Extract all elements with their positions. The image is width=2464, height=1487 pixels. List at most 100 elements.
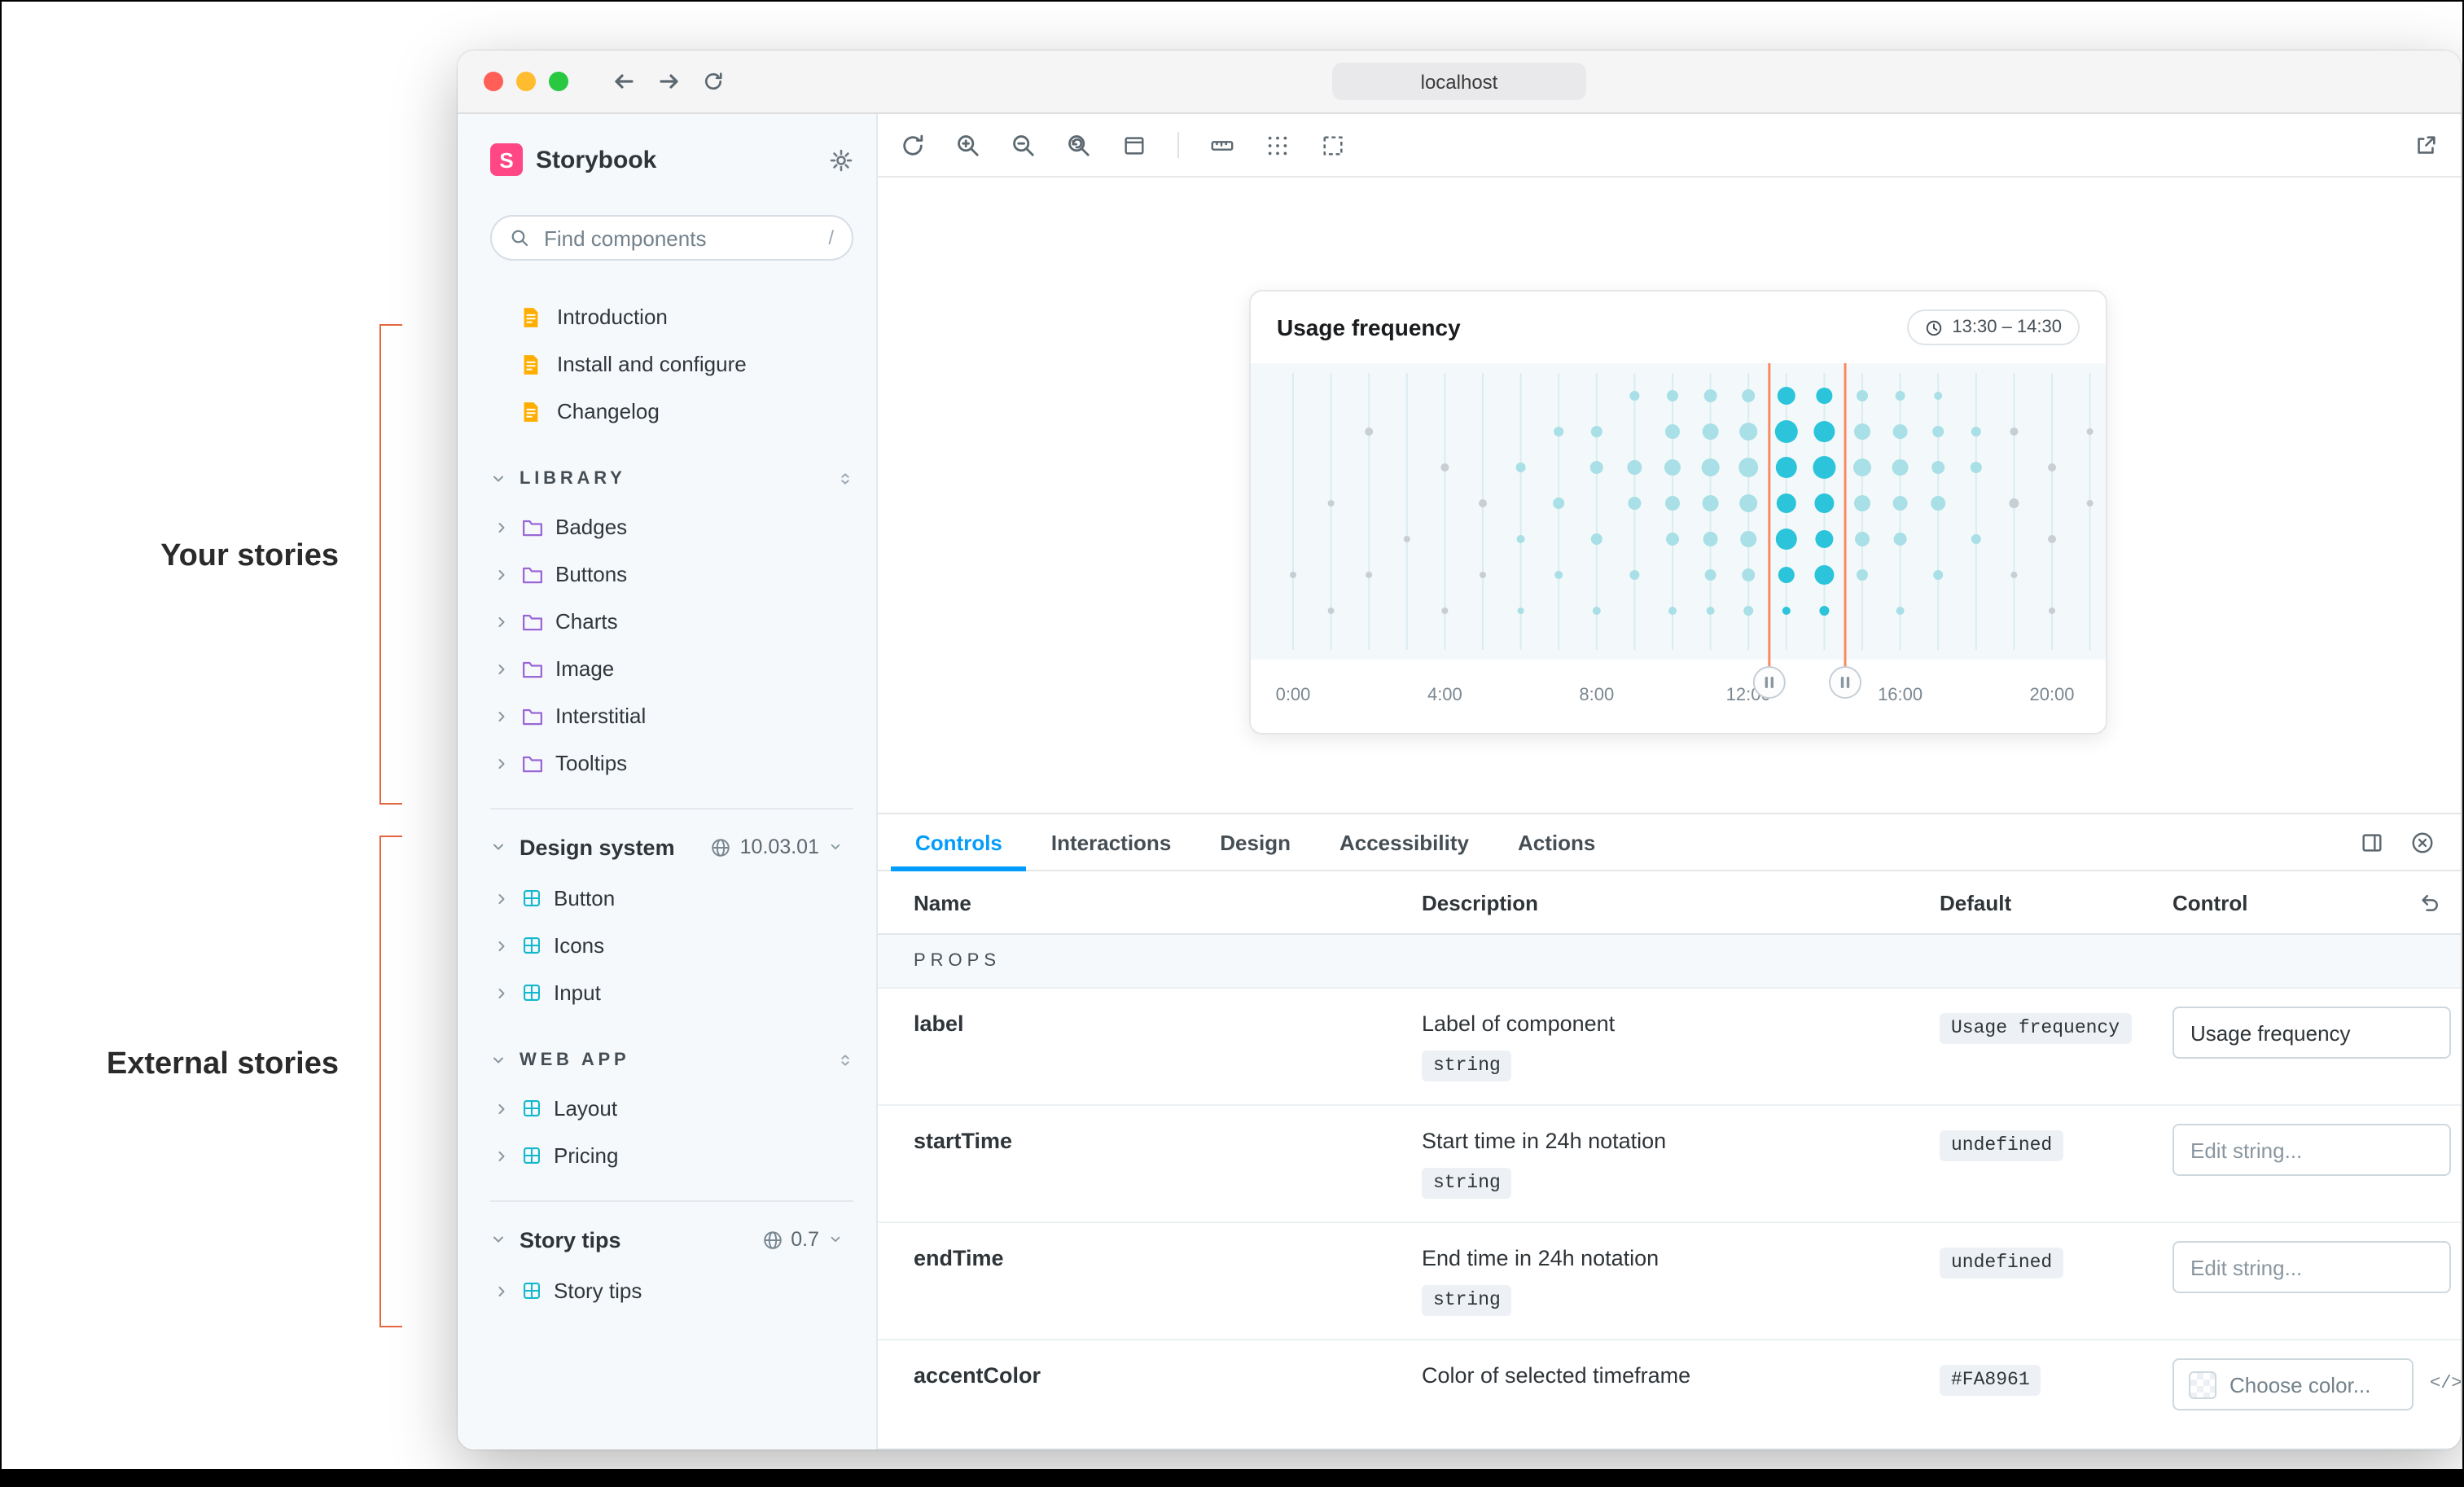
sidebar-item-pricing[interactable]: Pricing [490, 1132, 853, 1179]
outline-button[interactable] [1321, 133, 1345, 157]
chart-axis: 0:00 4:00 8:00 12:00 16:00 20:00 [1251, 660, 2106, 733]
folder-icon [521, 704, 544, 727]
panel-position-button[interactable] [2360, 830, 2384, 854]
search-box[interactable]: / [490, 215, 853, 261]
sidebar-item-layout[interactable]: Layout [490, 1085, 853, 1132]
maximize-window-button[interactable] [549, 72, 568, 91]
sidebar-item-input[interactable]: Input [490, 969, 853, 1016]
version-selector[interactable]: 0.7 [752, 1226, 853, 1252]
browser-forward-button[interactable] [656, 68, 682, 94]
chevron-right-icon [493, 1283, 510, 1299]
raw-code-icon[interactable]: </> [2430, 1375, 2461, 1394]
component-icon [521, 982, 542, 1003]
sidebar-ref-story-tips-header[interactable]: Story tips 0.7 [490, 1212, 853, 1267]
sidebar-item-image[interactable]: Image [490, 645, 853, 692]
address-bar[interactable]: localhost [1332, 63, 1586, 100]
prop-default-value: #FA8961 [1940, 1365, 2041, 1396]
external-link-icon [2414, 133, 2438, 157]
storybook-logo-icon: S [490, 143, 523, 176]
browser-back-button[interactable] [611, 68, 637, 94]
caret-down-icon [827, 839, 844, 855]
sidebar-item-story-tips[interactable]: Story tips [490, 1267, 853, 1314]
settings-button[interactable] [829, 147, 853, 172]
tab-accessibility[interactable]: Accessibility [1339, 830, 1469, 854]
label-control-input[interactable] [2172, 1007, 2451, 1059]
sidebar-section-library[interactable]: LIBRARY [490, 454, 853, 503]
section-label: LIBRARY [520, 469, 626, 489]
prop-default-value: undefined [1940, 1130, 2064, 1161]
tree-item-label: Layout [554, 1096, 618, 1121]
bottom-black-bar [2, 1469, 2462, 1485]
prop-name: startTime [914, 1129, 1013, 1153]
zoom-out-button[interactable] [1011, 133, 1036, 157]
undo-icon [2418, 891, 2441, 914]
reset-controls-button[interactable] [2418, 891, 2441, 914]
sidebar-item-install-and-configure[interactable]: Install and configure [490, 340, 853, 388]
viewport-button[interactable] [1122, 133, 1147, 157]
minimize-window-button[interactable] [516, 72, 536, 91]
sidebar-item-icons[interactable]: Icons [490, 922, 853, 969]
starttime-control-input[interactable] [2172, 1124, 2451, 1176]
sidebar-item-badges[interactable]: Badges [490, 503, 853, 550]
open-in-new-tab-button[interactable] [2414, 133, 2438, 157]
axis-tick-label: 20:00 [2029, 686, 2075, 705]
grid-button[interactable] [1265, 133, 1290, 157]
traffic-lights [458, 72, 568, 91]
sidebar-nav: Introduction Install and configure Chang… [490, 293, 853, 1314]
remount-button[interactable] [901, 133, 925, 157]
tab-interactions[interactable]: Interactions [1050, 830, 1172, 854]
usage-chart [1251, 363, 2106, 699]
choose-color-label: Choose color... [2229, 1372, 2371, 1397]
close-panel-button[interactable] [2410, 830, 2435, 854]
sidebar-item-changelog[interactable]: Changelog [490, 388, 853, 435]
sidebar-item-tooltips[interactable]: Tooltips [490, 739, 853, 787]
chevron-down-icon [490, 1231, 506, 1248]
sidebar-ref-design-system-header[interactable]: Design system 10.03.01 [490, 819, 853, 875]
tree-item-label: Charts [555, 609, 618, 634]
search-input[interactable] [541, 224, 818, 252]
sidebar-item-charts[interactable]: Charts [490, 598, 853, 645]
doc-label: Introduction [557, 305, 668, 329]
doc-label: Install and configure [557, 352, 747, 376]
selection-handle[interactable] [1752, 666, 1786, 699]
chevron-right-icon [493, 890, 510, 906]
controls-table-header: Name Description Default Control [878, 871, 2461, 935]
sidebar-section-web-app[interactable]: WEB APP [490, 1036, 853, 1085]
browser-reload-button[interactable] [702, 70, 725, 93]
tab-actions[interactable]: Actions [1517, 830, 1596, 854]
component-icon [521, 888, 542, 909]
expand-collapse-all-button[interactable] [837, 471, 853, 487]
outline-icon [1321, 133, 1345, 157]
axis-tick-label: 4:00 [1427, 686, 1462, 705]
folder-icon [521, 610, 544, 633]
chevron-right-icon [493, 660, 510, 677]
expand-collapse-all-button[interactable] [837, 1052, 853, 1068]
time-range-chip: 13:30 – 14:30 [1906, 309, 2080, 345]
storybook-brand[interactable]: S Storybook [490, 143, 656, 176]
endtime-control-input[interactable] [2172, 1241, 2451, 1293]
close-window-button[interactable] [484, 72, 503, 91]
search-shortcut-key: / [828, 226, 834, 249]
annotation-your-stories: Your stories [160, 539, 339, 573]
axis-tick-label: 16:00 [1878, 686, 1923, 705]
tab-design[interactable]: Design [1220, 830, 1291, 854]
prop-description: End time in 24h notation [1422, 1246, 1659, 1270]
tree-item-label: Image [555, 656, 615, 681]
sidebar-item-interstitial[interactable]: Interstitial [490, 692, 853, 739]
document-icon [520, 353, 542, 375]
zoom-in-button[interactable] [956, 133, 980, 157]
grid-dots-icon [1265, 133, 1290, 157]
chevron-right-icon [493, 985, 510, 1001]
component-icon [521, 1280, 542, 1301]
selection-handle[interactable] [1829, 666, 1862, 699]
sidebar-item-introduction[interactable]: Introduction [490, 293, 853, 340]
tab-controls[interactable]: Controls [891, 814, 1028, 871]
control-row-starttime: startTime Start time in 24h notation str… [878, 1106, 2461, 1223]
panel-tabs: Controls Interactions Design Accessibili… [878, 814, 2461, 871]
measure-button[interactable] [1210, 133, 1234, 157]
sidebar-item-buttons[interactable]: Buttons [490, 550, 853, 598]
sidebar-item-button[interactable]: Button [490, 875, 853, 922]
choose-color-button[interactable]: Choose color... [2172, 1358, 2414, 1410]
reset-zoom-button[interactable] [1067, 133, 1091, 157]
version-selector[interactable]: 10.03.01 [701, 834, 853, 860]
